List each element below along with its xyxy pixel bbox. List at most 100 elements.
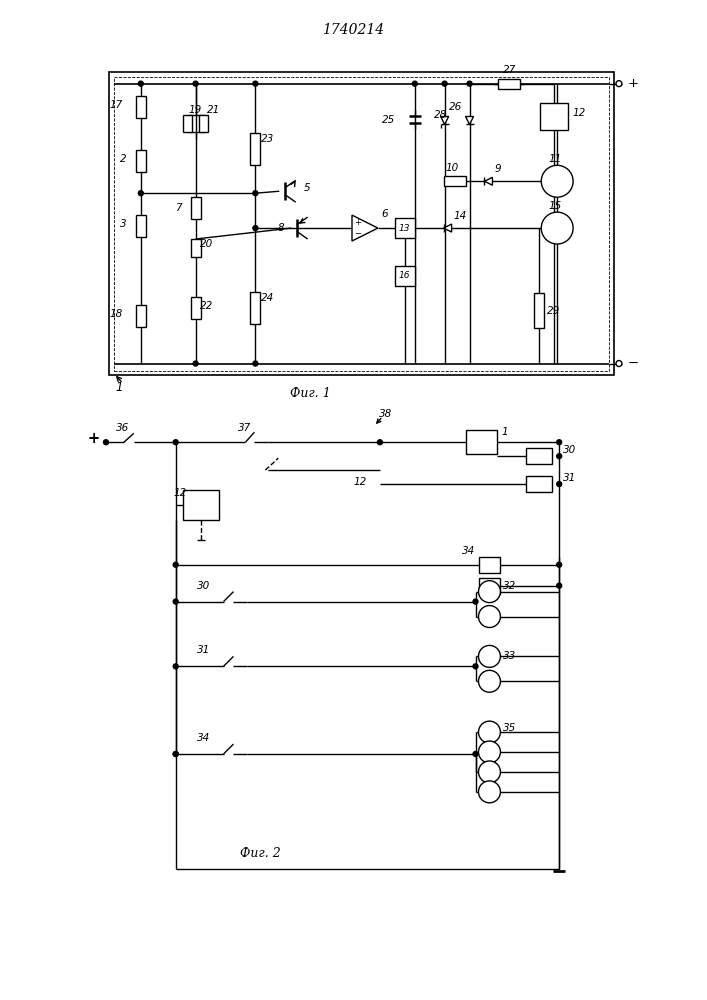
Bar (526, 448, 552, 464)
Text: 33: 33 (503, 651, 517, 661)
Text: 30: 30 (197, 581, 211, 591)
Text: −: − (628, 357, 639, 370)
Text: 22: 22 (199, 301, 213, 311)
Bar (136, 305, 146, 327)
Bar (136, 215, 146, 237)
Text: Фиг. 2: Фиг. 2 (240, 847, 281, 860)
Bar (465, 430, 498, 454)
Bar (526, 476, 552, 492)
Bar (395, 218, 415, 238)
Circle shape (173, 664, 178, 669)
Text: 37: 37 (238, 423, 251, 433)
Text: 24: 24 (262, 293, 274, 303)
Circle shape (479, 670, 501, 692)
Circle shape (473, 664, 478, 669)
Text: 30: 30 (563, 445, 576, 455)
Circle shape (473, 599, 478, 604)
Polygon shape (440, 117, 449, 124)
Circle shape (556, 440, 561, 445)
Bar (191, 197, 201, 219)
Text: 15: 15 (549, 201, 562, 211)
Bar (136, 96, 146, 118)
Circle shape (479, 781, 501, 803)
Text: 23: 23 (262, 134, 274, 144)
Bar (199, 115, 208, 132)
Text: 19: 19 (189, 105, 202, 115)
Text: 31: 31 (563, 473, 576, 483)
Text: 2: 2 (120, 154, 127, 164)
Circle shape (378, 440, 382, 445)
Text: 26: 26 (449, 102, 462, 112)
Bar (444, 176, 465, 186)
Circle shape (442, 81, 447, 86)
Bar (109, 72, 614, 375)
Text: 12: 12 (572, 108, 585, 118)
Bar (191, 239, 201, 257)
Bar (498, 79, 520, 89)
Circle shape (103, 440, 108, 445)
Text: 5: 5 (304, 183, 311, 193)
Text: 16: 16 (399, 271, 411, 280)
Bar (534, 293, 544, 328)
Circle shape (479, 741, 501, 763)
Text: −: − (354, 230, 361, 239)
Text: 34: 34 (462, 546, 476, 556)
Circle shape (412, 81, 417, 86)
Text: 1: 1 (115, 381, 123, 394)
Text: 12: 12 (354, 477, 367, 487)
Circle shape (479, 606, 501, 627)
Text: 3: 3 (120, 219, 127, 229)
Text: 31: 31 (197, 645, 211, 655)
Text: Фиг. 1: Фиг. 1 (290, 387, 331, 400)
Text: +: + (88, 431, 100, 446)
Text: 8: 8 (278, 223, 284, 233)
Circle shape (173, 752, 178, 756)
Circle shape (479, 645, 501, 667)
Circle shape (473, 752, 478, 756)
Circle shape (479, 581, 501, 603)
Bar (250, 292, 260, 324)
Text: 29: 29 (547, 306, 561, 316)
Bar (183, 115, 192, 132)
Circle shape (173, 562, 178, 567)
Circle shape (173, 599, 178, 604)
Text: 9: 9 (494, 164, 501, 174)
Circle shape (253, 361, 258, 366)
Text: 7: 7 (175, 203, 182, 213)
Circle shape (542, 165, 573, 197)
Polygon shape (484, 177, 493, 185)
Circle shape (556, 482, 561, 487)
Text: 17: 17 (110, 100, 123, 110)
Text: 34: 34 (197, 733, 211, 743)
Text: +: + (354, 218, 361, 227)
Text: 35: 35 (503, 723, 517, 733)
Polygon shape (465, 117, 474, 124)
Text: 27: 27 (503, 65, 516, 75)
Text: 32: 32 (503, 581, 517, 591)
Bar (182, 490, 218, 520)
Text: 10: 10 (446, 163, 460, 173)
Circle shape (253, 226, 258, 231)
Circle shape (173, 440, 178, 445)
Circle shape (173, 752, 178, 756)
Circle shape (479, 761, 501, 783)
Text: 1740214: 1740214 (322, 23, 384, 37)
Circle shape (467, 81, 472, 86)
Text: 6: 6 (381, 209, 387, 219)
Text: 14: 14 (454, 211, 467, 221)
Bar (191, 297, 201, 319)
Circle shape (193, 81, 198, 86)
Circle shape (479, 721, 501, 743)
Circle shape (139, 81, 144, 86)
Bar (479, 557, 501, 573)
Bar (395, 266, 415, 286)
Circle shape (253, 81, 258, 86)
Circle shape (616, 81, 622, 87)
Text: 20: 20 (199, 239, 213, 249)
Text: 1: 1 (501, 427, 508, 437)
Polygon shape (444, 224, 452, 232)
Text: 18: 18 (110, 309, 123, 319)
Text: 38: 38 (379, 409, 392, 419)
Text: 12: 12 (173, 488, 187, 498)
Text: 13: 13 (399, 224, 411, 233)
